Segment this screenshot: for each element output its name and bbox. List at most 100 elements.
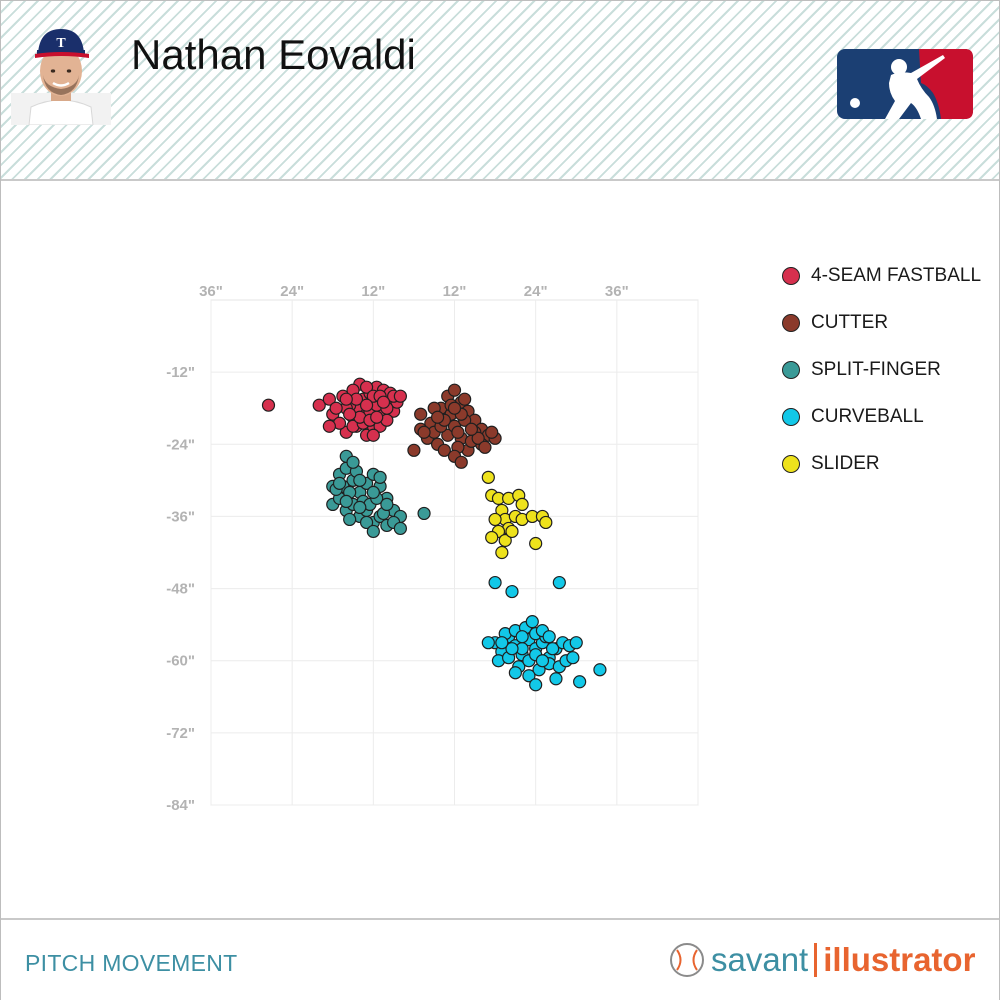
brand-illustrator: illustrator [823, 941, 976, 978]
y-tick-label: -36" [166, 508, 195, 525]
pitch-point [458, 392, 472, 406]
legend-item: CUTTER [782, 299, 981, 346]
pitch-point [545, 642, 560, 656]
pitch-point [505, 524, 519, 539]
pitch-point [393, 521, 407, 536]
section-title: PITCH MOVEMENT [25, 950, 238, 976]
legend: 4-SEAM FASTBALL CUTTER SPLIT-FINGER CURVEBA… [782, 252, 981, 487]
pitch-point [549, 672, 563, 686]
pitch-point [353, 473, 367, 487]
legend-swatch [782, 266, 800, 285]
y-tick-label: -12" [166, 364, 195, 381]
pitch-point [488, 575, 502, 590]
player-headshot-icon: T [11, 23, 111, 125]
pitch-point [451, 425, 465, 439]
pitch-point [569, 636, 583, 650]
pitch-point [529, 678, 543, 692]
legend-swatch [782, 360, 800, 379]
svg-text:T: T [56, 36, 66, 51]
pitch-point [312, 398, 326, 412]
pitch-point [417, 506, 431, 521]
pitch-point [359, 380, 374, 394]
pitch-point [353, 500, 367, 515]
mlb-logo [837, 49, 973, 119]
legend-item: SPLIT-FINGER [782, 346, 981, 393]
pitch-point [417, 425, 431, 439]
pitch-point [343, 512, 357, 527]
legend-label: CURVEBALL [811, 405, 924, 427]
pitch-point [407, 443, 421, 457]
pitch-point [430, 410, 445, 424]
pitch-point [339, 392, 353, 406]
pitch-point [380, 497, 394, 512]
pitch-point [322, 419, 336, 433]
pitch-point [339, 494, 353, 508]
savant-illustrator-brand: savant illustrator [669, 940, 975, 980]
pitch-point [485, 530, 499, 545]
pitch-point [366, 485, 380, 499]
pitch-point [485, 425, 499, 439]
pitch-point [454, 455, 468, 469]
pitch-point [478, 440, 492, 454]
legend-item: SLIDER [782, 440, 981, 487]
x-tick-label: 36" [605, 283, 629, 300]
pitch-point [322, 392, 336, 406]
pitch-point [346, 455, 360, 469]
pitch-point [359, 398, 374, 412]
x-tick-label: 24" [524, 283, 548, 300]
y-tick-label: -48" [166, 581, 195, 598]
pitch-point [366, 524, 380, 539]
legend-swatch [782, 313, 800, 332]
pitch-point [573, 675, 587, 689]
pitch-point [464, 422, 479, 436]
legend-swatch [782, 407, 800, 426]
y-tick-label: -24" [166, 436, 195, 453]
pitch-point [332, 476, 347, 490]
legend-label: SPLIT-FINGER [811, 358, 941, 380]
pitch-point [535, 654, 550, 668]
x-tick-label: 36" [199, 283, 223, 300]
legend-label: SLIDER [811, 452, 880, 474]
y-tick-label: -84" [166, 797, 195, 814]
pitch-point [505, 642, 519, 656]
legend-label: 4-SEAM FASTBALL [811, 264, 982, 286]
pitch-point [343, 407, 357, 421]
pitch-point [447, 401, 462, 415]
y-tick-label: -72" [166, 725, 195, 742]
pitch-point [522, 669, 536, 683]
pitch-point [370, 410, 384, 424]
baseball-icon [670, 943, 704, 977]
header: T Nathan Eovaldi [1, 1, 999, 181]
pitch-point [525, 615, 539, 629]
pitch-point [593, 663, 607, 677]
brand-savant: savant [711, 941, 809, 978]
pitch-point [393, 389, 407, 403]
pitch-point [498, 533, 512, 548]
pitch-point [481, 636, 495, 650]
pitch-point [359, 515, 374, 530]
pitch-point [566, 651, 580, 665]
player-name: Nathan Eovaldi [131, 31, 416, 78]
pitch-point [508, 666, 522, 680]
x-tick-label: 24" [280, 283, 304, 300]
pitch-point [471, 431, 485, 445]
pitch-point [515, 630, 529, 644]
pitch-point [539, 515, 553, 530]
pitch-point [488, 512, 502, 527]
pitch-point [376, 395, 391, 409]
legend-item: 4-SEAM FASTBALL [782, 252, 981, 299]
pitch-point [414, 407, 428, 421]
x-tick-label: 12" [443, 283, 467, 300]
y-tick-label: -60" [166, 653, 195, 670]
x-tick-label: 12" [361, 283, 385, 300]
pitch-point [481, 470, 495, 484]
footer: PITCH MOVEMENT savant illustrator [1, 918, 999, 1001]
pitch-point [373, 470, 387, 484]
brand-divider [814, 943, 818, 977]
pitch-point [437, 443, 451, 457]
legend-swatch [782, 454, 800, 473]
pitch-point [542, 630, 556, 644]
pitch-point [495, 636, 509, 650]
pitch-point [261, 398, 276, 412]
